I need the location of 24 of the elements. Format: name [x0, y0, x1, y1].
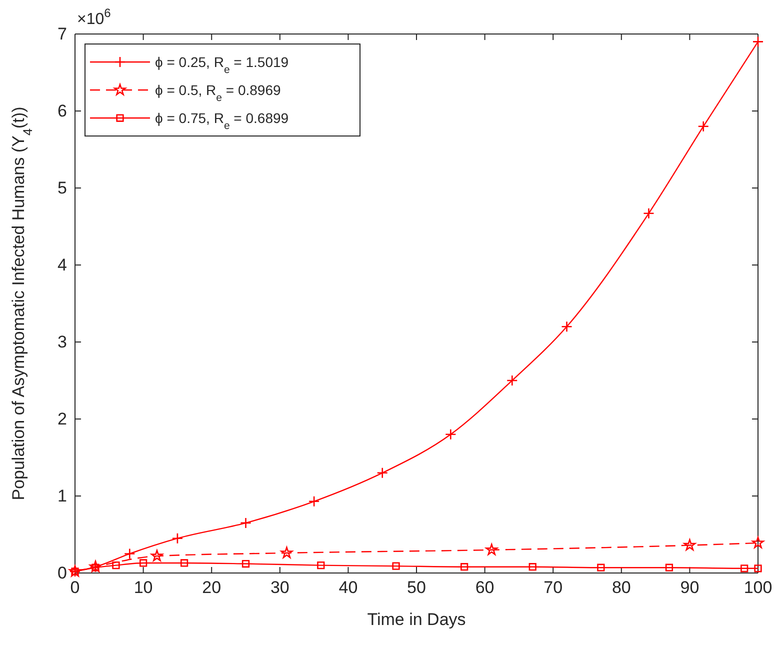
x-tick-label: 80 — [612, 578, 631, 598]
text: ×10$^{6}$ — [77, 6, 112, 28]
x-tick-label: 70 — [544, 578, 563, 598]
x-tick-label: 0 — [70, 578, 80, 598]
x-tick-label: 20 — [202, 578, 222, 598]
x-tick-label: 40 — [338, 578, 358, 598]
x-tick-label: 90 — [680, 578, 700, 598]
y-tick-label: 4 — [58, 255, 67, 274]
x-axis-title: Time in Days — [367, 610, 466, 629]
x-tick-label: 50 — [407, 578, 426, 598]
y-tick-label: 7 — [58, 24, 67, 44]
y-tick-label: 6 — [58, 101, 67, 120]
x-tick-label: 10 — [134, 578, 153, 598]
legend-label: ϕ = 0.75, R$_{e}$ = 0.6899 — [155, 110, 289, 132]
x-tick-label: 60 — [475, 578, 494, 598]
y-tick-label: 3 — [58, 332, 67, 352]
y-tick-label: 5 — [58, 178, 67, 198]
x-tick-label: 30 — [270, 578, 290, 598]
y-tick-label: 2 — [58, 409, 67, 428]
y-tick-label: 0 — [58, 563, 67, 582]
y-tick-label: 1 — [58, 486, 67, 506]
legend-label: ϕ = 0.25, R$_{e}$ = 1.5019 — [155, 54, 289, 76]
x-tick-label: 100 — [744, 578, 772, 598]
legend-label: ϕ = 0.5, R$_{e}$ = 0.8969 — [155, 82, 281, 104]
